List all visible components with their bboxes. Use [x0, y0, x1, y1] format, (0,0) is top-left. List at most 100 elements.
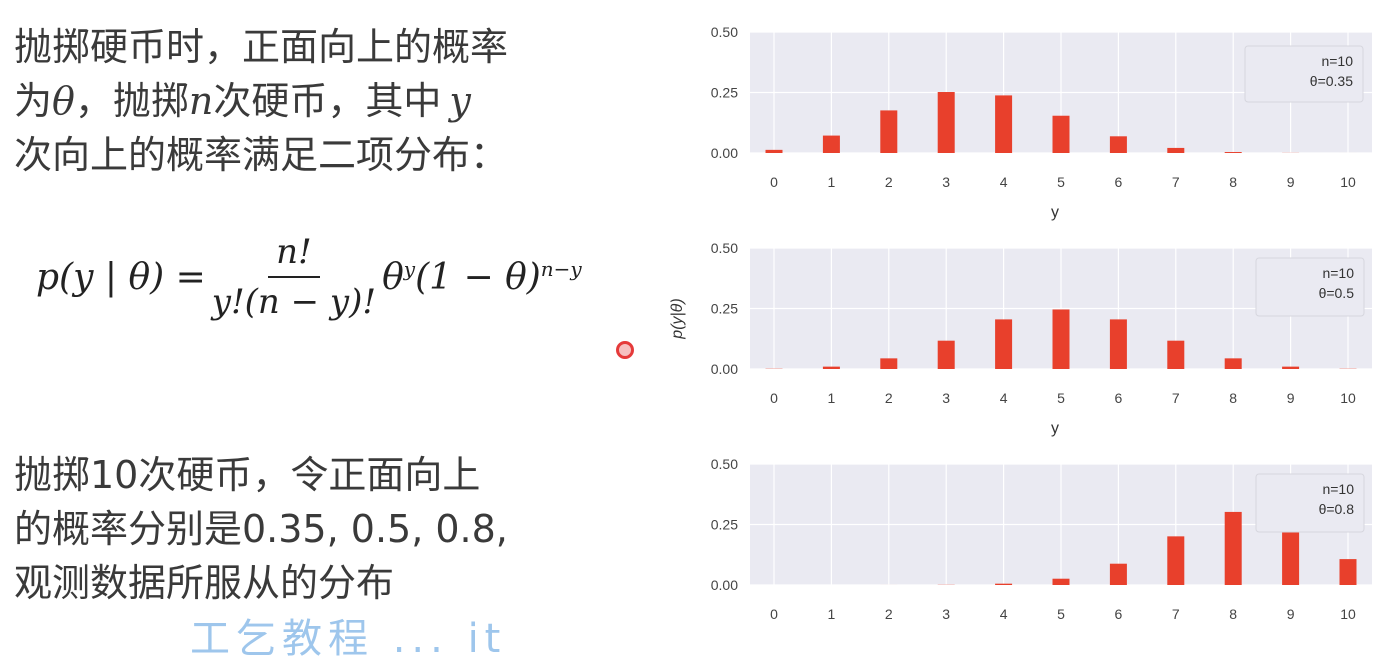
- x-tick-label: 8: [1229, 174, 1237, 190]
- x-tick-label: 3: [942, 606, 950, 622]
- x-tick-label: 0: [770, 390, 778, 406]
- n-symbol: n: [189, 79, 213, 123]
- bar-y-5: [1053, 116, 1070, 153]
- question-line-2: 的概率分别是0.35, 0.5, 0.8,: [14, 502, 634, 556]
- x-tick-label: 10: [1340, 606, 1356, 622]
- x-axis-label: y: [1051, 204, 1059, 221]
- legend-entry: n=10: [1322, 265, 1354, 281]
- x-tick-label: 0: [770, 174, 778, 190]
- bar-y-0: [766, 150, 783, 153]
- binomial-formula: p(y | θ) = n! y!(n − y)! θy(1 − θ)n−y: [36, 232, 582, 322]
- bar-y-2: [880, 358, 897, 369]
- bar-y-3: [938, 92, 955, 153]
- question-paragraph: 抛掷10次硬币，令正面向上 的概率分别是0.35, 0.5, 0.8, 观测数据…: [14, 448, 634, 610]
- bar-y-1: [823, 136, 840, 153]
- x-tick-label: 9: [1287, 174, 1295, 190]
- bar-y-7: [1167, 148, 1184, 153]
- x-axis-label: y: [1051, 420, 1059, 437]
- theta-symbol: θ: [52, 79, 75, 123]
- bar-y-4: [995, 319, 1012, 369]
- x-tick-label: 5: [1057, 606, 1065, 622]
- bar-y-6: [1110, 319, 1127, 369]
- formula-numerator: n!: [268, 232, 320, 278]
- question-line-3: 观测数据所服从的分布: [14, 556, 634, 610]
- formula-exponent-y: y: [404, 257, 415, 281]
- watermark-text: 工乞教程 ... it: [190, 606, 506, 664]
- bar-y-6: [1110, 564, 1127, 585]
- x-tick-label: 9: [1287, 606, 1295, 622]
- bar-y-8: [1225, 152, 1242, 153]
- bar-y-7: [1167, 536, 1184, 585]
- intro-line-2-part-b: ，抛掷: [75, 79, 189, 123]
- x-tick-label: 6: [1115, 390, 1123, 406]
- y-tick-label: 0.00: [711, 361, 738, 377]
- x-tick-label: 7: [1172, 174, 1180, 190]
- intro-line-1: 抛掷硬币时，正面向上的概率: [14, 20, 654, 74]
- bar-y-2: [880, 110, 897, 153]
- x-tick-label: 6: [1115, 174, 1123, 190]
- x-tick-label: 6: [1115, 606, 1123, 622]
- intro-line-3: 次向上的概率满足二项分布：: [14, 128, 654, 182]
- x-tick-label: 5: [1057, 174, 1065, 190]
- legend: n=10 θ=0.8: [1256, 474, 1364, 532]
- y-tick-label: 0.50: [711, 240, 738, 256]
- formula-fraction: n! y!(n − y)!: [212, 232, 376, 322]
- x-tick-label: 8: [1229, 606, 1237, 622]
- formula-lhs: p(y | θ) =: [36, 257, 206, 298]
- x-tick-label: 7: [1172, 606, 1180, 622]
- x-tick-label: 3: [942, 174, 950, 190]
- pointer-cursor-icon: [616, 341, 634, 359]
- x-tick-label: 10: [1340, 390, 1356, 406]
- bar-y-4: [995, 584, 1012, 585]
- x-tick-label: 4: [1000, 174, 1008, 190]
- x-tick-label: 4: [1000, 606, 1008, 622]
- y-tick-label: 0.00: [711, 145, 738, 161]
- y-tick-label: 0.50: [711, 456, 738, 472]
- legend-entry: θ=0.5: [1319, 285, 1355, 301]
- formula-exponent-n-minus-y: n−y: [541, 257, 582, 281]
- x-tick-label: 4: [1000, 390, 1008, 406]
- x-tick-label: 1: [828, 390, 836, 406]
- formula-tail: θy(1 − θ)n−y: [382, 257, 582, 298]
- x-tick-label: 2: [885, 606, 893, 622]
- bar-y-6: [1110, 136, 1127, 153]
- bar-y-1: [823, 367, 840, 369]
- bar-y-5: [1053, 309, 1070, 369]
- formula-one-minus-theta: (1 − θ): [415, 257, 541, 298]
- x-tick-label: 2: [885, 390, 893, 406]
- bar-y-8: [1225, 512, 1242, 585]
- y-tick-label: 0.00: [711, 577, 738, 593]
- formula-theta: θ: [382, 257, 404, 298]
- chart-panel-2: 0.00 0.25 0.50 0 1 2 3 4 5 6 7 8 9 10 y p(y|θ) n=10 θ=0.5: [669, 240, 1372, 437]
- bar-y-7: [1167, 341, 1184, 369]
- y-tick-label: 0.50: [711, 24, 738, 40]
- legend-entry: θ=0.8: [1319, 501, 1355, 517]
- x-tick-label: 10: [1340, 174, 1356, 190]
- bar-y-4: [995, 95, 1012, 153]
- y-tick-label: 0.25: [711, 517, 738, 533]
- x-tick-label: 8: [1229, 390, 1237, 406]
- bar-y-5: [1053, 579, 1070, 585]
- y-axis-label: p(y|θ): [669, 298, 686, 339]
- x-tick-label: 3: [942, 390, 950, 406]
- y-symbol: y: [449, 79, 470, 123]
- legend-entry: θ=0.35: [1310, 73, 1353, 89]
- bar-y-8: [1225, 358, 1242, 369]
- legend: n=10 θ=0.5: [1256, 258, 1364, 316]
- y-tick-label: 0.25: [711, 301, 738, 317]
- bar-y-10: [1340, 559, 1357, 585]
- legend-entry: n=10: [1322, 481, 1354, 497]
- x-tick-label: 5: [1057, 390, 1065, 406]
- formula-denominator: y!(n − y)!: [212, 278, 376, 322]
- x-tick-label: 7: [1172, 390, 1180, 406]
- bar-y-9: [1282, 367, 1299, 369]
- legend: n=10 θ=0.35: [1245, 46, 1363, 102]
- x-tick-label: 9: [1287, 390, 1295, 406]
- legend-entry: n=10: [1321, 53, 1353, 69]
- intro-line-2-part-a: 为: [14, 79, 52, 123]
